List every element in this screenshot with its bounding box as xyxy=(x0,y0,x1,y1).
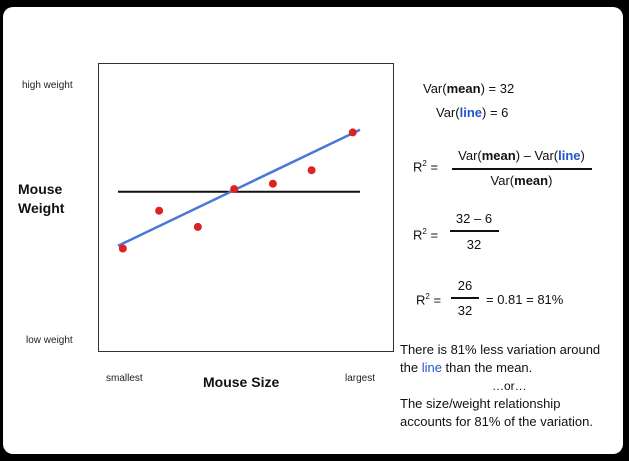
step1-numerator: 32 – 6 xyxy=(455,211,493,226)
watermark: CSDN @awk_bioinfo xyxy=(457,434,589,450)
r2-label-3: R2 = xyxy=(416,292,442,308)
var-mean-text: Var(mean) = 32 xyxy=(423,81,515,96)
formula-numerator: Var(mean) – Var(line) xyxy=(458,148,585,163)
x-axis-label: Mouse Size xyxy=(203,374,280,390)
step1-denominator: 32 xyxy=(466,237,482,252)
y-tick-low: low weight xyxy=(26,335,73,346)
data-point-1 xyxy=(118,244,127,253)
slide: high weight low weight Mouse Weight smal… xyxy=(3,7,623,454)
y-tick-high: high weight xyxy=(22,80,73,91)
r2-label-2: R2 = xyxy=(413,227,439,243)
note-line-3: …or… xyxy=(492,379,527,393)
step2-denominator: 32 xyxy=(457,303,473,318)
note-line-4: The size/weight relationship xyxy=(400,396,561,411)
note-line-1: There is 81% less variation around xyxy=(400,342,601,357)
y-axis-label: Mouse Weight xyxy=(18,181,65,216)
plot-frame xyxy=(98,63,394,352)
formula-fraction-bar xyxy=(452,168,592,170)
var-line-text: Var(line) = 6 xyxy=(436,105,509,120)
data-point-2 xyxy=(155,206,164,215)
r2-label-1: R2 = xyxy=(413,159,439,175)
note-line-2: the line than the mean. xyxy=(400,360,533,375)
x-tick-max: largest xyxy=(345,373,376,384)
data-point-4 xyxy=(230,185,239,194)
data-point-7 xyxy=(348,128,357,137)
data-point-3 xyxy=(193,222,202,231)
data-point-5 xyxy=(268,179,277,188)
note-block: There is 81% less variation around the l… xyxy=(400,341,600,431)
step2-fraction-bar xyxy=(451,297,479,299)
formula-denominator: Var(mean) xyxy=(490,173,553,188)
step1-fraction-bar xyxy=(450,230,499,232)
x-tick-min: smallest xyxy=(106,373,143,384)
step2-numerator: 26 xyxy=(457,278,473,293)
data-point-6 xyxy=(307,166,316,175)
step2-result: = 0.81 = 81% xyxy=(486,292,564,307)
scatter-plot xyxy=(98,63,394,352)
note-line-5: accounts for 81% of the variation. xyxy=(400,414,593,429)
fit-line xyxy=(117,128,361,247)
